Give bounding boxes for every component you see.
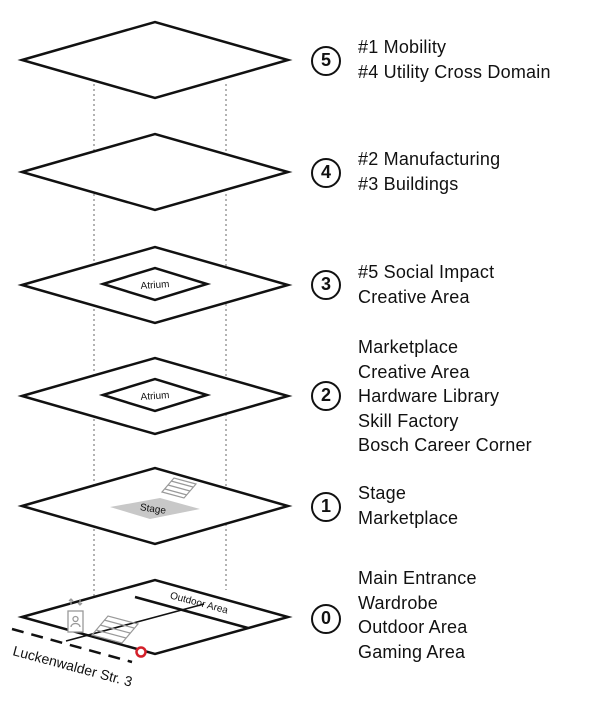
- floor-1-labels: Stage Marketplace: [358, 481, 458, 530]
- floor-0-inner-wall: [65, 603, 205, 642]
- floor-2-label-line: Bosch Career Corner: [358, 435, 532, 456]
- floor-3-atrium: [98, 266, 212, 302]
- floor-0-label-line: Gaming Area: [358, 641, 466, 662]
- floor-0-label-line: Wardrobe: [358, 592, 438, 613]
- floor-5-label-line: #4 Utility Cross Domain: [358, 61, 551, 82]
- floor-4-label-line: #3 Buildings: [358, 173, 459, 194]
- floor-2-labels: Marketplace Creative Area Hardware Libra…: [358, 335, 532, 458]
- floor-0-stairs-icon: [90, 615, 140, 644]
- floor-2-label-line: Hardware Library: [358, 386, 500, 407]
- floor-5-plate: [17, 20, 293, 100]
- elevator-icon: [67, 598, 84, 633]
- floor-1-label-line: Stage: [358, 483, 407, 503]
- floor-2-atrium: [98, 377, 212, 413]
- floor-number-2: 2: [311, 381, 341, 411]
- stage-area: [110, 498, 200, 519]
- floor-2-label-line: Marketplace: [358, 337, 459, 357]
- floor-3-label-line: Creative Area: [358, 286, 470, 307]
- street-label: Luckenwalder Str. 3: [11, 642, 134, 689]
- floor-3-labels: #5 Social Impact Creative Area: [358, 260, 494, 309]
- floor-number-1: 1: [311, 492, 341, 522]
- floor-number-5: 5: [311, 46, 341, 76]
- floor-4-plate: [17, 132, 293, 212]
- floor-2-atrium-label: Atrium: [140, 390, 170, 403]
- floor-2-label-line: Creative Area: [358, 361, 470, 382]
- floor-0-label-line: Main Entrance: [358, 568, 477, 588]
- stage-label: Stage: [139, 502, 167, 517]
- floor-number-0: 0: [311, 604, 341, 634]
- floor-3-atrium-label: Atrium: [140, 279, 170, 292]
- floor-1-stairs-icon: [160, 477, 198, 499]
- floor-5-label-line: #1 Mobility: [358, 37, 447, 57]
- floor-5-labels: #1 Mobility #4 Utility Cross Domain: [358, 35, 551, 84]
- floor-3-label-line: #5 Social Impact: [358, 262, 495, 282]
- floor-2-label-line: Skill Factory: [358, 410, 459, 431]
- floor-1-label-line: Marketplace: [358, 507, 459, 528]
- floor-4-label-line: #2 Manufacturing: [358, 149, 501, 169]
- entrance-marker: [135, 646, 147, 658]
- floor-0-label-line: Outdoor Area: [358, 617, 468, 638]
- street-line: [11, 627, 133, 664]
- outdoor-area-divider: [134, 595, 249, 630]
- floor-number-4: 4: [311, 158, 341, 188]
- floor-0-labels: Main Entrance Wardrobe Outdoor Area Gami…: [358, 566, 477, 664]
- floor-4-labels: #2 Manufacturing #3 Buildings: [358, 147, 500, 196]
- floor-number-3: 3: [311, 270, 341, 300]
